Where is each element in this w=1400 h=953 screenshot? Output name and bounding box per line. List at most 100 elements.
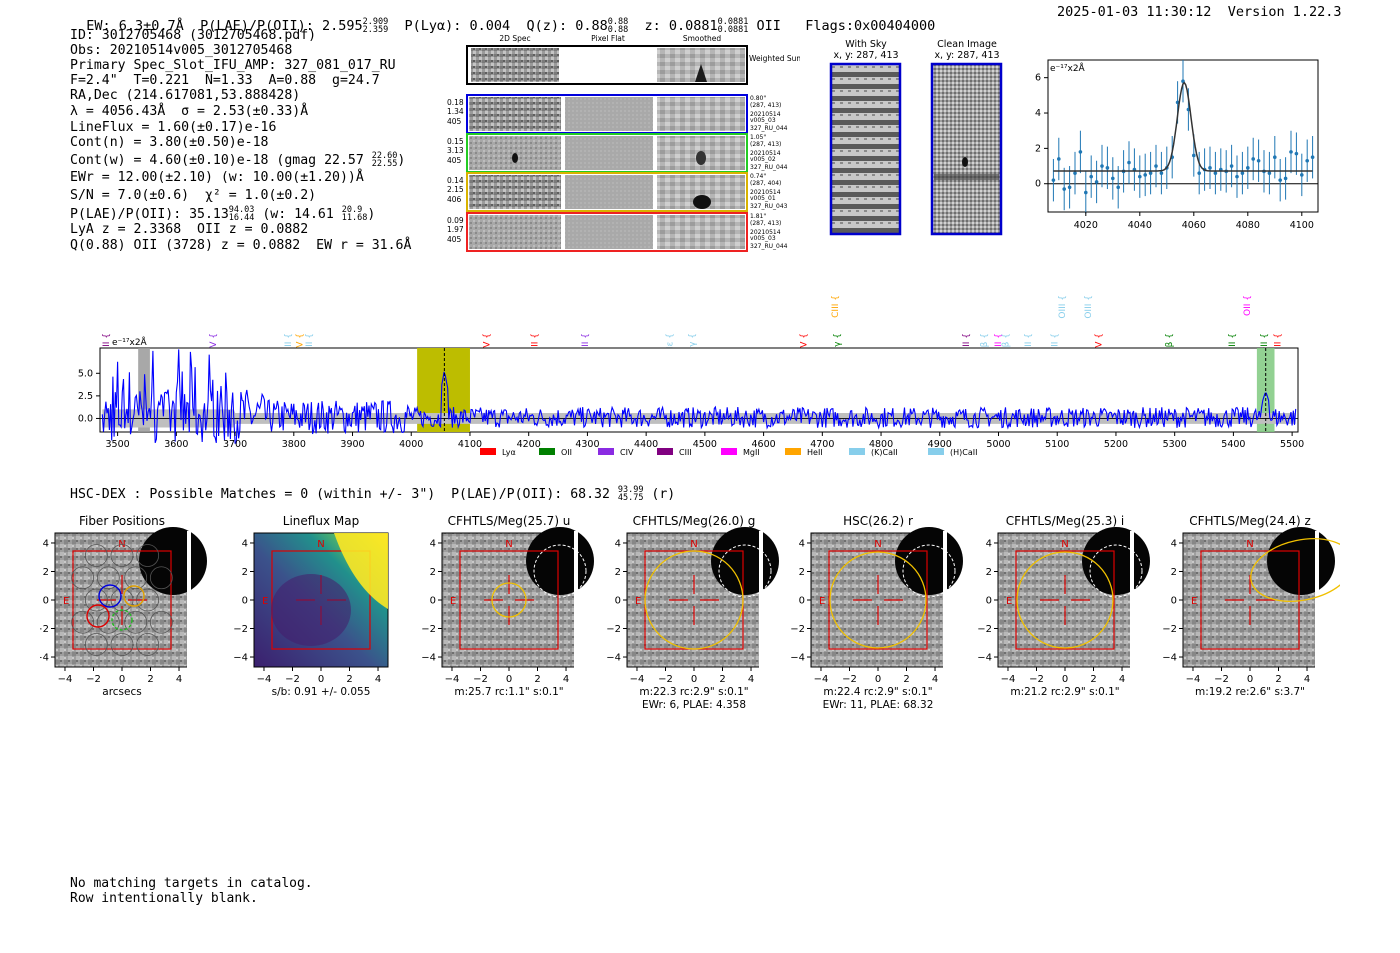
panel-ytick-label: 2	[242, 567, 248, 578]
fiber-blue	[98, 584, 122, 608]
legend-label: (H)CaII	[950, 448, 977, 457]
spectrum-line	[101, 349, 1297, 444]
version: Version 1.22.3	[1227, 4, 1342, 20]
spectrum-line-label: OII {	[1243, 295, 1253, 316]
zoom-point	[1116, 185, 1120, 190]
spectrum-line-label: SiIV {	[800, 333, 810, 359]
panel-xtick-label: −4	[257, 674, 272, 685]
fiber-row-1	[466, 94, 748, 134]
spectrum-xtick-label: 4700	[810, 439, 834, 450]
zoom-point	[1094, 180, 1099, 184]
spectrum-line-label: Hβ {	[980, 333, 990, 354]
spectrum-ytick-label: 0.0	[78, 413, 93, 424]
north-label: N	[505, 539, 512, 550]
spectrum-xtick-label: 5000	[986, 439, 1010, 450]
search-box	[271, 550, 371, 650]
svg-text:0.80": 0.80"	[750, 95, 766, 102]
panel-xtick-label: −2	[86, 674, 101, 685]
fiber-circle	[84, 544, 108, 567]
info-id: ID: 3012705468 (3012705468.pdf)	[70, 28, 317, 43]
spectrum-line-label: HeII {	[102, 333, 112, 359]
panel-xtick-label: −2	[658, 674, 673, 685]
panel-xtick-label: −4	[445, 674, 460, 685]
panel-xtick-label: −2	[842, 674, 857, 685]
col-smoothed: Smoothed	[683, 34, 722, 43]
zoom-point	[1305, 158, 1309, 163]
info-lineflux: LineFlux = 1.60(±0.17)e-16	[70, 120, 277, 135]
legend-swatch	[657, 448, 673, 455]
spectrum-line-label: CIV {	[1094, 333, 1104, 357]
panel-ytick-label: 2	[615, 567, 621, 578]
spectrum-line-label: CIV {	[296, 333, 306, 357]
panel-ytick-label: 4	[615, 538, 621, 549]
panel-xtick-label: 4	[748, 674, 754, 685]
zoom-point	[1256, 158, 1261, 163]
panel-ytick-label: 4	[1171, 538, 1177, 549]
spectrum-xtick-label: 3900	[340, 439, 364, 450]
fiber-row-4	[466, 212, 748, 252]
zoom-point	[1127, 160, 1131, 165]
weighted-sum-emission	[695, 64, 707, 82]
svg-text:406: 406	[447, 195, 462, 204]
spectrum-xtick-label: 4500	[693, 439, 717, 450]
fiber-circle	[149, 610, 173, 634]
image-panel: CFHTLS/Meg(24.4) zNE−4−4−2−2002244m:19.2…	[1162, 514, 1340, 698]
legend-label: Lyα	[502, 448, 516, 457]
spectrum-line-label: OII {	[305, 333, 315, 354]
svg-text:v005_01: v005_01	[750, 195, 776, 202]
east-label: E	[819, 596, 825, 607]
spectrum-unit: e⁻¹⁷x2Å	[112, 336, 148, 348]
zoom-point	[1067, 185, 1072, 190]
clean-image-source	[962, 157, 968, 167]
cutouts-panel: 2D Spec Pixel Flat Smoothed Weighted Sum…	[447, 34, 800, 252]
zoom-ytick-label: 4	[1035, 108, 1041, 119]
spectrum-xtick-label: 4100	[458, 439, 482, 450]
info-sn: S/N = 7.0(±0.6) χ² = 1.0(±0.2)	[70, 188, 317, 203]
legend-swatch	[928, 448, 944, 455]
spectrum-line-label: CIII {	[994, 333, 1004, 356]
header-flags: Flags:0x00404000	[805, 18, 936, 34]
zoom-point	[1148, 171, 1153, 175]
zoom-point	[1138, 174, 1142, 179]
info-fwhm: F=2.4" T=0.221 N=1.33 A=0.88 g=24.7	[70, 73, 380, 88]
spectrum-xtick-label: 5400	[1221, 439, 1245, 450]
zoom-xtick-label: 4020	[1074, 220, 1098, 231]
svg-text:v005_03: v005_03	[750, 117, 776, 124]
zoom-point	[1278, 178, 1282, 182]
panel-caption: m:22.3 rc:2.9" s:0.1"	[639, 686, 748, 698]
spectrum-xtick-label: 3700	[223, 439, 247, 450]
spectrum-xtick-label: 4200	[517, 439, 541, 450]
panel-xtick-label: 0	[691, 674, 697, 685]
zoom-point	[1246, 166, 1250, 170]
hsc-dex-line: HSC-DEX : Possible Matches = 0 (within +…	[70, 485, 676, 503]
bright-source	[139, 527, 207, 595]
spectrum-line-label: OIII {	[1050, 333, 1060, 357]
zoom-xtick-label: 4040	[1128, 220, 1152, 231]
header-right: 2025-01-03 11:30:12 Version 1.22.3	[1057, 4, 1342, 20]
spectrum-xtick-label: 3600	[164, 439, 188, 450]
svg-text:1.97: 1.97	[447, 225, 464, 234]
header-z: z: 0.0881	[644, 18, 718, 34]
spectrum-ytick-label: 2.5	[78, 391, 93, 402]
zoom-ytick-label: 2	[1035, 143, 1041, 154]
panel-caption: m:19.2 re:2.6" s:3.7"	[1195, 686, 1305, 698]
spectrum-xtick-label: 4000	[399, 439, 423, 450]
svg-text:327_RU_044: 327_RU_044	[750, 164, 788, 171]
panel-xtick-label: −2	[1029, 674, 1044, 685]
header-plya: P(Lyα): 0.004	[404, 18, 511, 34]
legend-label: MgII	[743, 448, 760, 457]
zoom-point	[1073, 171, 1077, 175]
col-2d-spec: 2D Spec	[499, 34, 530, 43]
fiber-circle	[110, 633, 134, 656]
clean-image-title: Clean Image	[937, 39, 997, 50]
panel-xtick-label: −4	[58, 674, 73, 685]
spectrum-ytick-label: 5.0	[78, 368, 93, 379]
zoom-point	[1213, 171, 1218, 175]
spectrum-line-label: Hε {	[666, 333, 676, 353]
panel-xtick-label: 2	[147, 674, 153, 685]
zoom-plot: e⁻¹⁷x2Å 4020 4040 4060 4080 4100 0 2 4 6	[1035, 59, 1319, 231]
panel-ytick-label: 0	[1171, 596, 1177, 607]
panel-edge	[187, 531, 191, 669]
zoom-point	[1267, 171, 1272, 175]
timestamp: 2025-01-03 11:30:12	[1057, 4, 1212, 20]
